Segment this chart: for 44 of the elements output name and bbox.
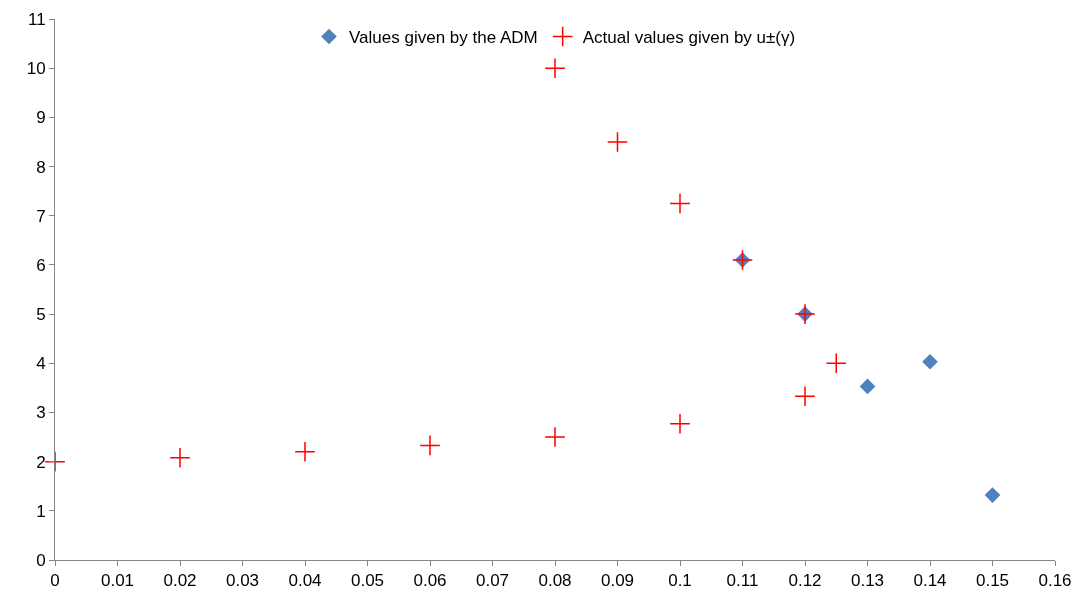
point (669, 192, 691, 214)
y-tick-label: 3 (36, 403, 46, 423)
x-tick-label: 0.12 (788, 571, 822, 591)
x-tick-label: 0.02 (163, 571, 197, 591)
x-tick-label: 0.06 (413, 571, 447, 591)
x-tick-label: 0.07 (475, 571, 510, 591)
point (419, 434, 441, 456)
y-tick-label: 11 (27, 9, 46, 29)
x-tick-label: 0.11 (726, 571, 759, 591)
point (544, 57, 566, 79)
point (606, 131, 629, 153)
x-tick-label: 0.16 (1038, 571, 1072, 591)
point (794, 385, 816, 407)
point (544, 426, 566, 448)
point (669, 413, 691, 435)
y-tick-label: 6 (36, 255, 46, 275)
y-tick-label: 7 (36, 206, 46, 226)
x-tick-label: 0.09 (600, 571, 635, 591)
y-tick-label: 9 (36, 108, 46, 128)
point (169, 447, 191, 469)
y-tick-label: 5 (36, 305, 46, 325)
point (859, 378, 876, 395)
x-tick-label: 0.03 (225, 571, 260, 591)
x-tick-label: 0.14 (913, 571, 947, 591)
x-tick-label: 0.13 (850, 571, 885, 591)
x-tick-label: 0.1 (668, 571, 692, 591)
point (922, 354, 938, 370)
x-tick-label: 0.04 (288, 571, 322, 591)
y-tick-label: 1 (36, 501, 46, 521)
legend-label: Values given by the ADM (349, 28, 538, 48)
legend-label: Actual values given by u±(γ) (582, 28, 796, 48)
x-tick-label: 0.08 (538, 571, 572, 591)
y-tick-label: 10 (26, 59, 46, 79)
y-tick-label: 8 (36, 157, 46, 177)
y-tick-label: 2 (36, 452, 46, 472)
x-tick-label: 0.01 (100, 571, 135, 591)
point (825, 352, 847, 374)
point (984, 487, 1001, 503)
x-tick-label: 0.05 (350, 571, 385, 591)
point (294, 441, 316, 463)
y-tick-label: 4 (36, 354, 46, 374)
x-tick-label: 0 (50, 571, 60, 591)
y-tick-label: 0 (36, 550, 46, 570)
x-tick-label: 0.15 (975, 571, 1010, 591)
